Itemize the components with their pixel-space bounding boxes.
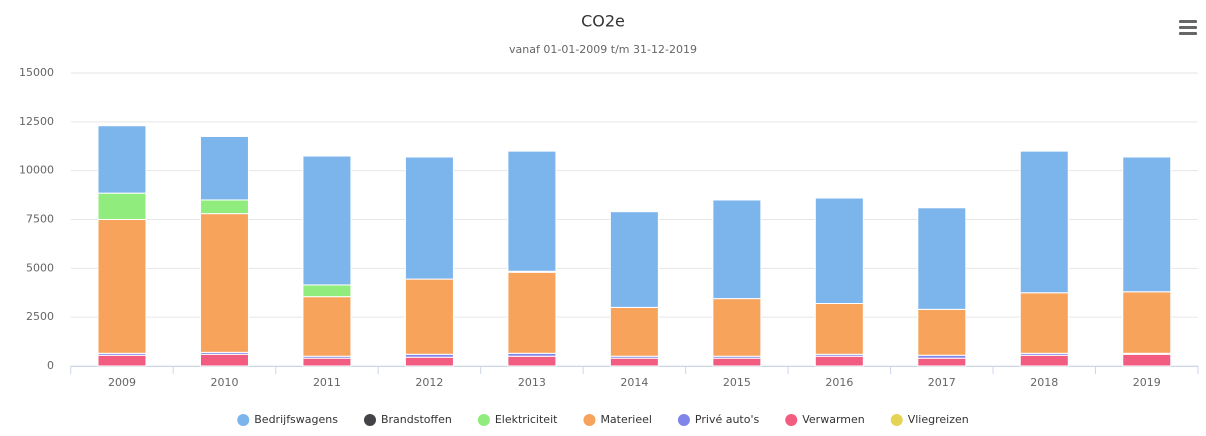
legend-label: Privé auto's <box>695 413 760 426</box>
x-tick-label: 2012 <box>415 376 443 389</box>
bar-segment <box>507 150 557 272</box>
x-tick-label: 2014 <box>620 376 648 389</box>
legend-symbol <box>890 414 903 426</box>
x-tick-label: 2017 <box>928 376 956 389</box>
bar-segment <box>1122 353 1172 367</box>
bar-segment <box>302 284 352 298</box>
y-tick-label: 12500 <box>19 115 54 128</box>
bar-segment <box>917 357 967 367</box>
x-tick-label: 2013 <box>518 376 546 389</box>
legend-label: Bedrijfswagens <box>254 413 338 426</box>
bar-segment <box>1019 292 1069 354</box>
y-tick-label: 0 <box>47 359 54 372</box>
bar-segment <box>97 125 147 194</box>
bar-segment <box>814 197 864 304</box>
chart-subtitle: vanaf 01-01-2009 t/m 31-12-2019 <box>509 43 697 56</box>
legend-item[interactable]: Brandstoffen <box>363 413 452 426</box>
bar-segment <box>917 207 967 310</box>
x-tick-label: 2016 <box>825 376 853 389</box>
legend-label: Elektriciteit <box>495 413 558 426</box>
bar-segment <box>199 135 249 201</box>
bar-segment <box>199 353 249 367</box>
legend-label: Verwarmen <box>802 413 865 426</box>
y-tick-label: 2500 <box>26 310 54 323</box>
y-tick-label: 5000 <box>26 261 54 274</box>
bar-segment <box>507 355 557 367</box>
bar-segment <box>302 155 352 286</box>
bar-segment <box>199 213 249 353</box>
x-tick-label: 2011 <box>313 376 341 389</box>
x-tick-label: 2010 <box>210 376 238 389</box>
x-tick-label: 2019 <box>1133 376 1161 389</box>
bar-segment <box>97 192 147 221</box>
x-tick-label: 2015 <box>723 376 751 389</box>
menu-button[interactable] <box>1176 16 1200 38</box>
bar-segment <box>917 308 967 356</box>
bar-segment <box>609 357 659 367</box>
bar-segment <box>302 296 352 357</box>
bar-segment <box>814 302 864 355</box>
legend-item[interactable]: Vliegreizen <box>890 413 969 426</box>
bar-segment <box>302 357 352 367</box>
bar-segment <box>814 355 864 367</box>
legend: Bedrijfswagens Brandstoffen Elektriciteit M… <box>237 413 969 426</box>
chart-title: CO2e <box>581 12 625 31</box>
legend-label: Vliegreizen <box>908 413 969 426</box>
bar-segment <box>1122 156 1172 293</box>
bar-segment <box>609 306 659 357</box>
bar-segment <box>97 219 147 354</box>
legend-symbol <box>583 414 596 426</box>
legend-symbol <box>363 414 376 426</box>
legend-symbol <box>785 414 798 426</box>
legend-symbol <box>677 414 690 426</box>
bar-segment <box>404 278 454 355</box>
bar-segment <box>404 356 454 367</box>
bar-segment <box>404 156 454 280</box>
bar-segment <box>199 199 249 215</box>
x-tick-label: 2009 <box>108 376 136 389</box>
bar-segment <box>712 298 762 357</box>
y-tick-label: 10000 <box>19 164 54 177</box>
legend-item[interactable]: Bedrijfswagens <box>237 413 338 426</box>
legend-symbol <box>477 414 490 426</box>
bar-segment <box>609 211 659 308</box>
legend-label: Materieel <box>600 413 651 426</box>
legend-label: Brandstoffen <box>381 413 452 426</box>
x-tick-label: 2018 <box>1030 376 1058 389</box>
bar-segment <box>1019 150 1069 294</box>
y-tick-label: 7500 <box>26 213 54 226</box>
bar-segment <box>712 199 762 300</box>
bar-segment <box>507 271 557 354</box>
bar-segment <box>712 357 762 367</box>
legend-item[interactable]: Privé auto's <box>677 413 760 426</box>
legend-symbol <box>237 414 250 426</box>
bar-segment <box>97 354 147 367</box>
legend-item[interactable]: Elektriciteit <box>477 413 558 426</box>
bar-segment <box>1019 354 1069 367</box>
legend-item[interactable]: Verwarmen <box>785 413 865 426</box>
legend-item[interactable]: Materieel <box>583 413 652 426</box>
bar-segment <box>1122 291 1172 354</box>
y-tick-label: 15000 <box>19 66 54 79</box>
